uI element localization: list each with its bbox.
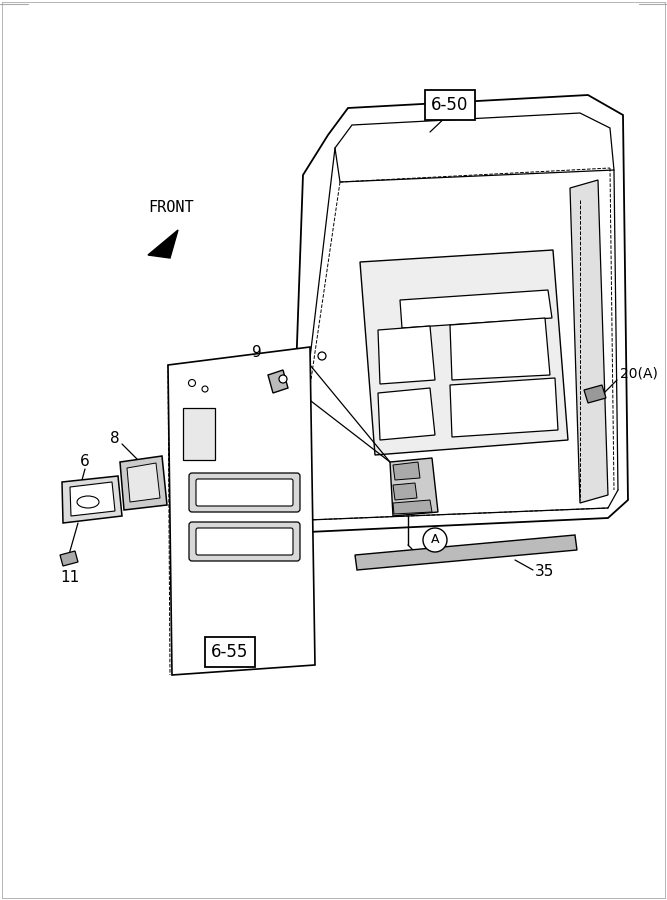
- Text: 20(A): 20(A): [620, 366, 658, 380]
- Polygon shape: [393, 500, 432, 514]
- Polygon shape: [60, 551, 78, 566]
- Circle shape: [456, 268, 464, 276]
- Polygon shape: [378, 326, 435, 384]
- Polygon shape: [360, 250, 568, 455]
- Circle shape: [423, 528, 447, 552]
- FancyBboxPatch shape: [196, 528, 293, 555]
- FancyBboxPatch shape: [196, 479, 293, 506]
- Polygon shape: [62, 476, 122, 523]
- Text: 9: 9: [252, 345, 262, 359]
- Polygon shape: [570, 180, 608, 503]
- Polygon shape: [295, 95, 628, 532]
- Text: 6-55: 6-55: [211, 643, 249, 661]
- Polygon shape: [378, 388, 435, 440]
- Polygon shape: [70, 482, 115, 516]
- Polygon shape: [400, 290, 552, 328]
- Polygon shape: [127, 463, 160, 502]
- Circle shape: [435, 265, 445, 275]
- Bar: [183, 408, 215, 460]
- Polygon shape: [120, 456, 167, 510]
- FancyBboxPatch shape: [189, 522, 300, 561]
- Circle shape: [202, 386, 208, 392]
- Polygon shape: [393, 483, 417, 500]
- Polygon shape: [335, 113, 614, 182]
- FancyBboxPatch shape: [189, 473, 300, 512]
- Text: 35: 35: [536, 564, 555, 580]
- Polygon shape: [393, 462, 420, 480]
- Polygon shape: [584, 385, 606, 403]
- Text: FRONT: FRONT: [148, 200, 193, 215]
- Polygon shape: [450, 378, 558, 437]
- Text: 6-50: 6-50: [432, 96, 469, 114]
- Ellipse shape: [371, 284, 409, 306]
- Circle shape: [318, 352, 326, 360]
- Polygon shape: [355, 535, 577, 570]
- Circle shape: [189, 380, 195, 386]
- Text: 11: 11: [61, 571, 79, 586]
- Ellipse shape: [77, 496, 99, 508]
- Circle shape: [279, 375, 287, 383]
- Polygon shape: [268, 370, 288, 393]
- Polygon shape: [148, 230, 178, 258]
- Polygon shape: [390, 458, 438, 516]
- Text: 6: 6: [80, 454, 90, 470]
- Text: 8: 8: [110, 430, 120, 446]
- Polygon shape: [450, 318, 550, 380]
- Polygon shape: [168, 347, 315, 675]
- Text: A: A: [431, 534, 440, 546]
